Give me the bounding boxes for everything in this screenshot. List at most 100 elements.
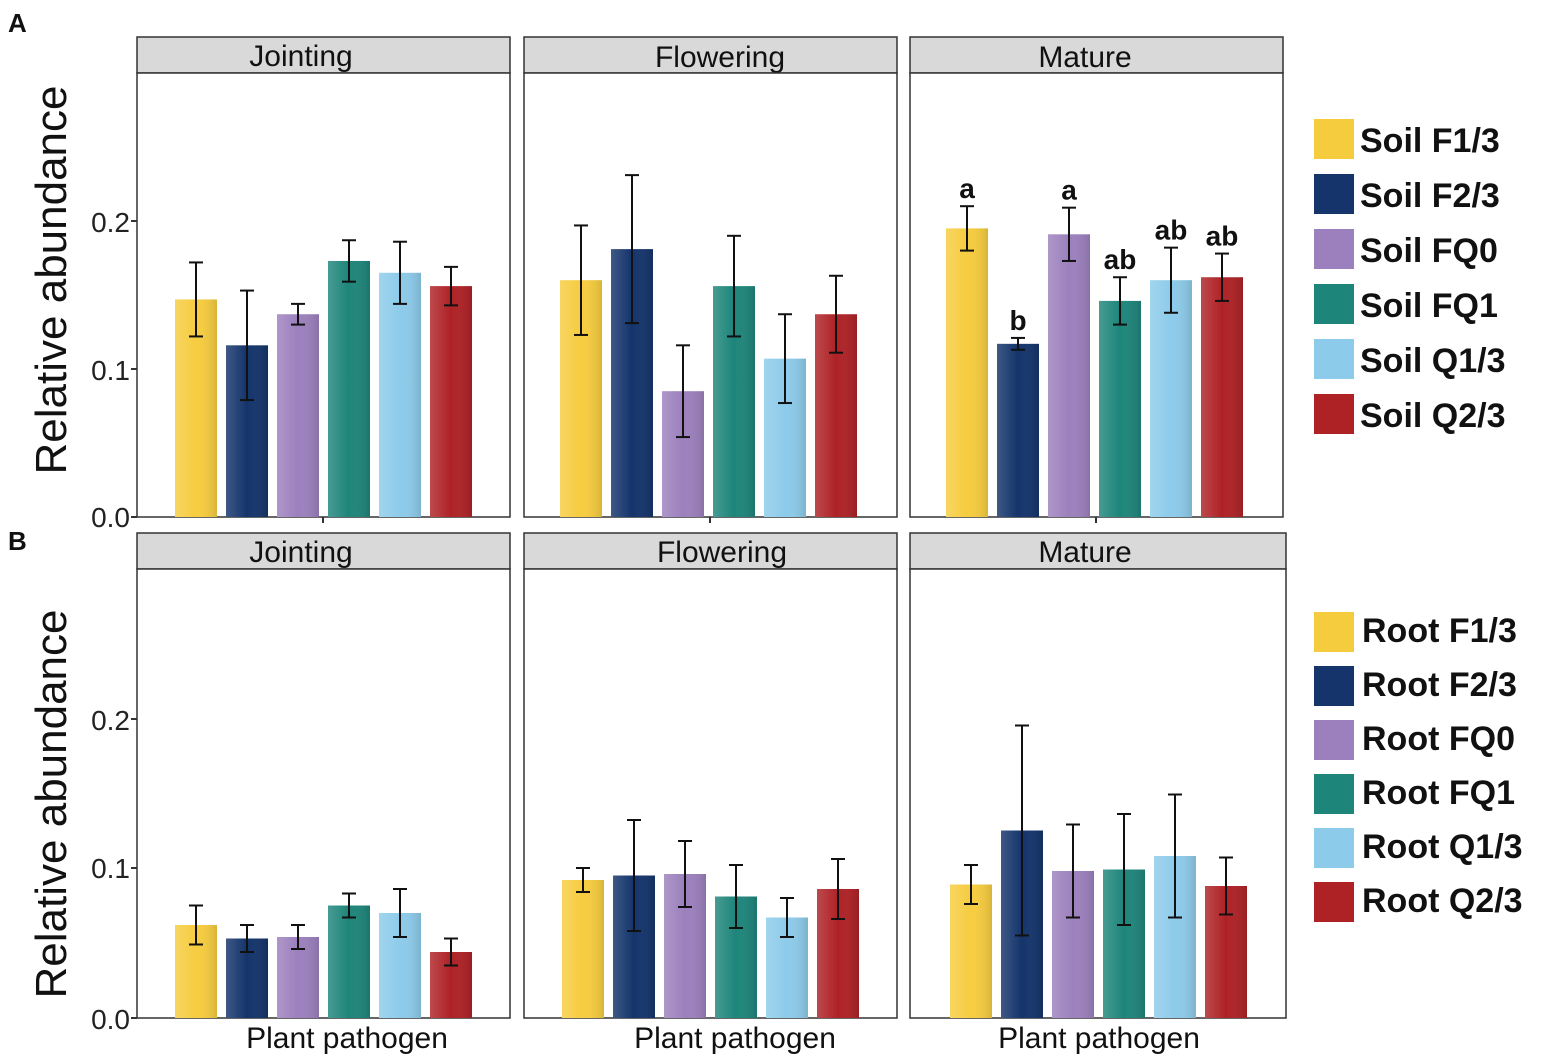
- legend-swatch: [1314, 720, 1354, 760]
- facet-title: Mature: [1038, 41, 1131, 74]
- legend-swatch: [1314, 394, 1354, 434]
- y-tick-label: 0.2: [91, 207, 130, 238]
- legend-item: Root Q2/3: [1314, 882, 1523, 922]
- error-bar: [444, 265, 458, 307]
- bar-shading: [997, 343, 1039, 517]
- panel-label: B: [8, 526, 27, 556]
- legend-swatch: [1314, 119, 1354, 159]
- error-bar: [1066, 823, 1080, 919]
- legend-label: Soil FQ0: [1360, 232, 1498, 270]
- bar-shading: [379, 272, 421, 517]
- significance-label: a: [959, 173, 975, 204]
- bar-shading: [328, 260, 370, 517]
- error-bar: [727, 234, 741, 338]
- bar-shading: [1099, 300, 1141, 517]
- y-tick-label: 0.2: [91, 705, 130, 736]
- legend-swatch: [1314, 774, 1354, 814]
- error-bar: [1011, 336, 1025, 351]
- legend-label: Root F1/3: [1362, 612, 1517, 650]
- error-bar: [627, 819, 641, 932]
- bar-shading: [328, 905, 370, 1018]
- error-bar: [964, 864, 978, 905]
- y-tick-label: 0.1: [91, 355, 130, 386]
- legend-item: Soil FQ0: [1314, 229, 1498, 270]
- bar-shading: [1201, 277, 1243, 517]
- error-bar: [678, 840, 692, 908]
- legend-item: Root F2/3: [1314, 666, 1517, 706]
- legend: Soil F1/3 Soil F2/3 Soil FQ0 Soil FQ1 So…: [1314, 119, 1506, 435]
- facet-flowering: Flowering: [523, 36, 898, 523]
- error-bar: [625, 174, 639, 325]
- bar-shading: [946, 228, 988, 517]
- facet-strip: [523, 532, 898, 570]
- legend-label: Soil F1/3: [1360, 122, 1500, 160]
- legend-swatch: [1314, 174, 1354, 214]
- y-axis-ticks: 0.0 0.1 0.2: [91, 705, 137, 1035]
- legend-item: Root F1/3: [1314, 612, 1517, 652]
- legend-label: Root F2/3: [1362, 666, 1517, 704]
- facet-title: Mature: [1038, 536, 1131, 569]
- significance-label: ab: [1104, 244, 1137, 275]
- facet-title: Flowering: [655, 41, 785, 74]
- legend-label: Soil FQ1: [1360, 287, 1498, 325]
- facet-title: Jointing: [249, 536, 352, 569]
- y-tick-label: 0.0: [91, 1004, 130, 1035]
- error-bar: [291, 924, 305, 950]
- error-bar: [1113, 276, 1127, 326]
- significance-label: ab: [1206, 221, 1239, 252]
- facet-strip: [136, 532, 511, 570]
- bar-shading: [430, 286, 472, 517]
- facet-jointing: Jointing: [136, 36, 511, 523]
- error-bar: [780, 897, 794, 938]
- legend-swatch: [1314, 882, 1354, 922]
- legend-item: Root FQ1: [1314, 774, 1515, 814]
- legend-label: Root FQ0: [1362, 720, 1515, 758]
- x-category-label: Plant pathogen: [246, 1022, 448, 1055]
- legend-swatch: [1314, 339, 1354, 379]
- legend-swatch: [1314, 612, 1354, 652]
- error-bar: [576, 867, 590, 893]
- facet-strip: [909, 532, 1287, 570]
- legend-item: Soil F2/3: [1314, 174, 1500, 215]
- legend-item: Soil Q2/3: [1314, 394, 1506, 435]
- bar-shading: [950, 884, 992, 1018]
- legend-label: Soil Q2/3: [1360, 397, 1506, 435]
- legend-item: Soil F1/3: [1314, 119, 1500, 160]
- significance-label: b: [1009, 305, 1026, 336]
- error-bar: [189, 261, 203, 338]
- error-bar: [1168, 793, 1182, 919]
- error-bar: [676, 344, 690, 439]
- bar-shading: [1048, 234, 1090, 517]
- legend-item: Soil Q1/3: [1314, 339, 1506, 380]
- error-bar: [1117, 813, 1131, 926]
- legend-label: Soil Q1/3: [1360, 342, 1506, 380]
- error-bar: [1215, 252, 1229, 302]
- legend-swatch: [1314, 229, 1354, 269]
- bar-shading: [1150, 280, 1192, 517]
- error-bar: [574, 224, 588, 336]
- error-bar: [342, 239, 356, 283]
- legend-item: Root FQ0: [1314, 720, 1515, 760]
- x-category-label: Plant pathogen: [634, 1022, 836, 1055]
- error-bar: [1164, 246, 1178, 314]
- facet-mature: Mature Plant pathogen: [909, 532, 1287, 1055]
- legend-swatch: [1314, 666, 1354, 706]
- significance-label: a: [1061, 175, 1077, 206]
- error-bar: [444, 937, 458, 967]
- bar-shading: [277, 937, 319, 1018]
- legend-swatch: [1314, 284, 1354, 324]
- facet-strip: [523, 36, 898, 74]
- panel-b: B Relative abundance 0.0 0.1 0.2 Jointin…: [8, 526, 1523, 1055]
- y-axis-label: Relative abundance: [27, 86, 76, 475]
- legend-swatch: [1314, 828, 1354, 868]
- y-tick-label: 0.1: [91, 853, 130, 884]
- error-bar: [1219, 856, 1233, 916]
- facet-jointing: Jointing Plant pathogen: [136, 532, 511, 1055]
- bar-shading: [277, 314, 319, 517]
- error-bar: [342, 892, 356, 919]
- error-bar: [240, 924, 254, 953]
- error-bar: [189, 904, 203, 946]
- legend-item: Soil FQ1: [1314, 284, 1498, 325]
